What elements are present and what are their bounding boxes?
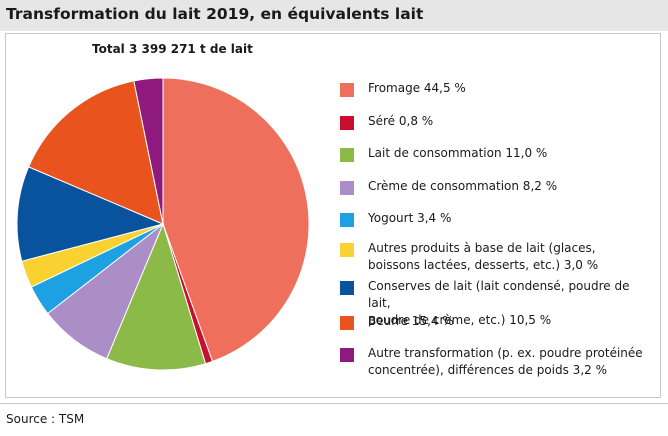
legend-swatch bbox=[340, 213, 354, 227]
legend-label: Autre transformation (p. ex. poudre prot… bbox=[368, 346, 643, 377]
legend-swatch bbox=[340, 83, 354, 97]
legend-item: Yogourt 3,4 % bbox=[340, 210, 644, 227]
total-label: Total 3 399 271 t de lait bbox=[92, 42, 253, 56]
legend-label: Conserves de lait (lait condensé, poudre… bbox=[368, 279, 630, 327]
legend-swatch bbox=[340, 281, 354, 295]
legend-swatch bbox=[340, 316, 354, 330]
legend-item: Fromage 44,5 % bbox=[340, 80, 644, 97]
legend-swatch bbox=[340, 148, 354, 162]
chart-frame bbox=[5, 33, 661, 398]
source-divider bbox=[0, 403, 668, 404]
legend-item: Crème de consommation 8,2 % bbox=[340, 178, 644, 195]
legend-item: Conserves de lait (lait condensé, poudre… bbox=[340, 278, 644, 329]
legend-swatch bbox=[340, 181, 354, 195]
legend-label: Séré 0,8 % bbox=[368, 114, 434, 128]
pie-slice-0 bbox=[162, 77, 310, 363]
legend-item: Beurre 15,4 % bbox=[340, 313, 644, 330]
legend-label: Fromage 44,5 % bbox=[368, 81, 466, 95]
legend-item: Lait de consommation 11,0 % bbox=[340, 145, 644, 162]
chart-title: Transformation du lait 2019, en équivale… bbox=[6, 5, 424, 23]
legend-label: Autres produits à base de lait (glaces, … bbox=[368, 241, 599, 272]
legend-label: Beurre 15,4 % bbox=[368, 314, 454, 328]
legend-item: Autres produits à base de lait (glaces, … bbox=[340, 240, 644, 274]
title-bar: Transformation du lait 2019, en équivale… bbox=[0, 0, 668, 31]
source-label: Source : TSM bbox=[6, 412, 85, 426]
legend-label: Crème de consommation 8,2 % bbox=[368, 179, 558, 193]
legend-label: Yogourt 3,4 % bbox=[368, 211, 452, 225]
legend-item: Autre transformation (p. ex. poudre prot… bbox=[340, 345, 644, 379]
legend-label: Lait de consommation 11,0 % bbox=[368, 146, 548, 160]
legend-item: Séré 0,8 % bbox=[340, 113, 644, 130]
legend-swatch bbox=[340, 243, 354, 257]
pie-slice-7 bbox=[27, 80, 164, 225]
pie-slice-2 bbox=[106, 222, 207, 371]
pie-slice-8 bbox=[133, 77, 164, 225]
legend-swatch bbox=[340, 116, 354, 130]
pie-slice-6 bbox=[16, 166, 165, 262]
legend-swatch bbox=[340, 348, 354, 362]
